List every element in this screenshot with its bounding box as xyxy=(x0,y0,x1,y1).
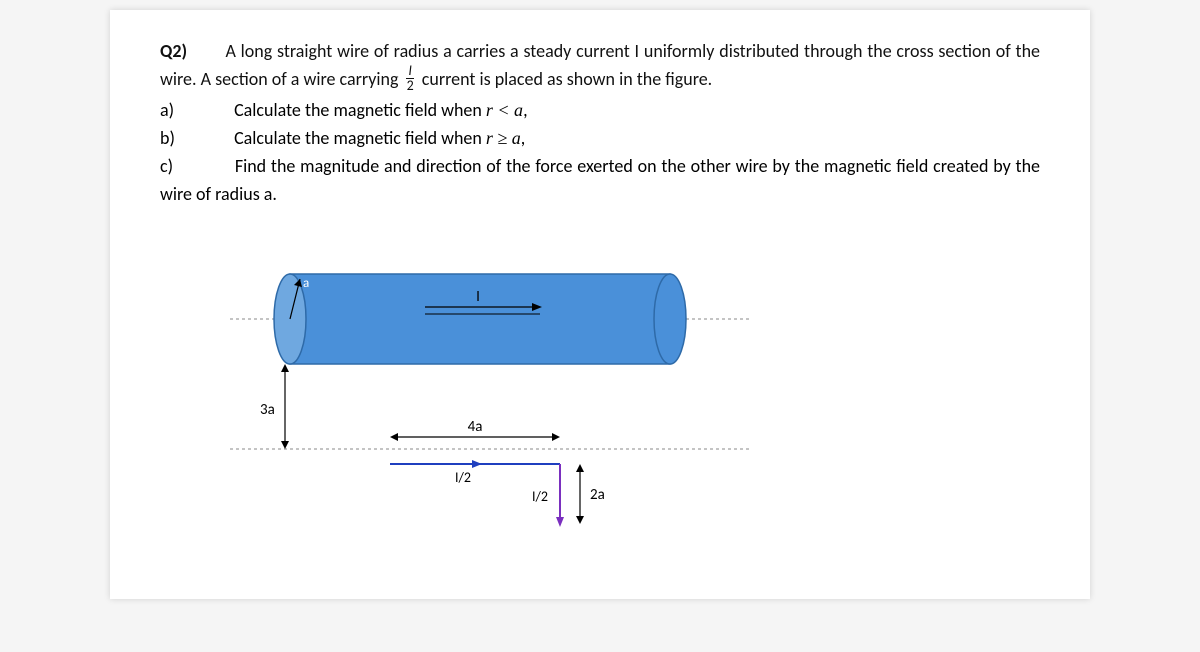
part-a-label: a) xyxy=(160,97,230,125)
part-b-text-before: Calculate the magnetic field when xyxy=(234,127,486,149)
current-label: I xyxy=(476,288,480,306)
dim-2a-arrow-bot xyxy=(576,516,584,524)
part-c: c) Find the magnitude and direction of t… xyxy=(160,153,1040,209)
figure: a I 3a 4a I/2 I/2 xyxy=(230,239,750,539)
parts-list: a) Calculate the magnetic field when r <… xyxy=(160,97,1040,209)
part-b-math: r ≥ a xyxy=(486,128,521,148)
intro-after: current is placed as shown in the figure… xyxy=(422,68,712,90)
fraction-I-over-2: I 2 xyxy=(405,64,416,93)
part-c-text: Find the magnitude and direction of the … xyxy=(160,155,1040,205)
second-wire-vert-arrow xyxy=(556,517,564,527)
part-a-math: r < a xyxy=(486,100,523,120)
part-c-label: c) xyxy=(160,153,230,181)
part-a: a) Calculate the magnetic field when r <… xyxy=(160,97,1040,125)
cylinder-right-cap xyxy=(654,274,686,364)
dim-4a-arrow-l xyxy=(390,433,398,441)
part-b-label: b) xyxy=(160,125,230,153)
dim-3a-label: 3a xyxy=(260,401,275,419)
second-wire-horiz-arrow xyxy=(472,460,482,468)
part-b-text-after: , xyxy=(521,127,526,149)
cylinder-body xyxy=(290,274,670,364)
second-wire-horiz-label: I/2 xyxy=(455,469,471,486)
frac-den: 2 xyxy=(405,79,416,93)
dim-2a-label: 2a xyxy=(590,486,605,504)
page: Q2) A long straight wire of radius a car… xyxy=(110,10,1090,599)
second-wire-vert-label: I/2 xyxy=(532,488,548,505)
radius-label: a xyxy=(303,276,309,291)
part-a-text-before: Calculate the magnetic field when xyxy=(234,99,486,121)
part-b: b) Calculate the magnetic field when r ≥… xyxy=(160,125,1040,153)
dim-3a-arrow-bot xyxy=(281,441,289,449)
dim-4a-label: 4a xyxy=(468,418,483,436)
question-text: Q2) A long straight wire of radius a car… xyxy=(160,38,1040,95)
dim-4a-arrow-r xyxy=(552,433,560,441)
question-label: Q2) xyxy=(160,40,187,62)
dim-2a-arrow-top xyxy=(576,464,584,472)
part-a-text-after: , xyxy=(523,99,528,121)
dim-3a-arrow-top xyxy=(281,364,289,372)
figure-svg: a I 3a 4a I/2 I/2 xyxy=(230,239,750,539)
